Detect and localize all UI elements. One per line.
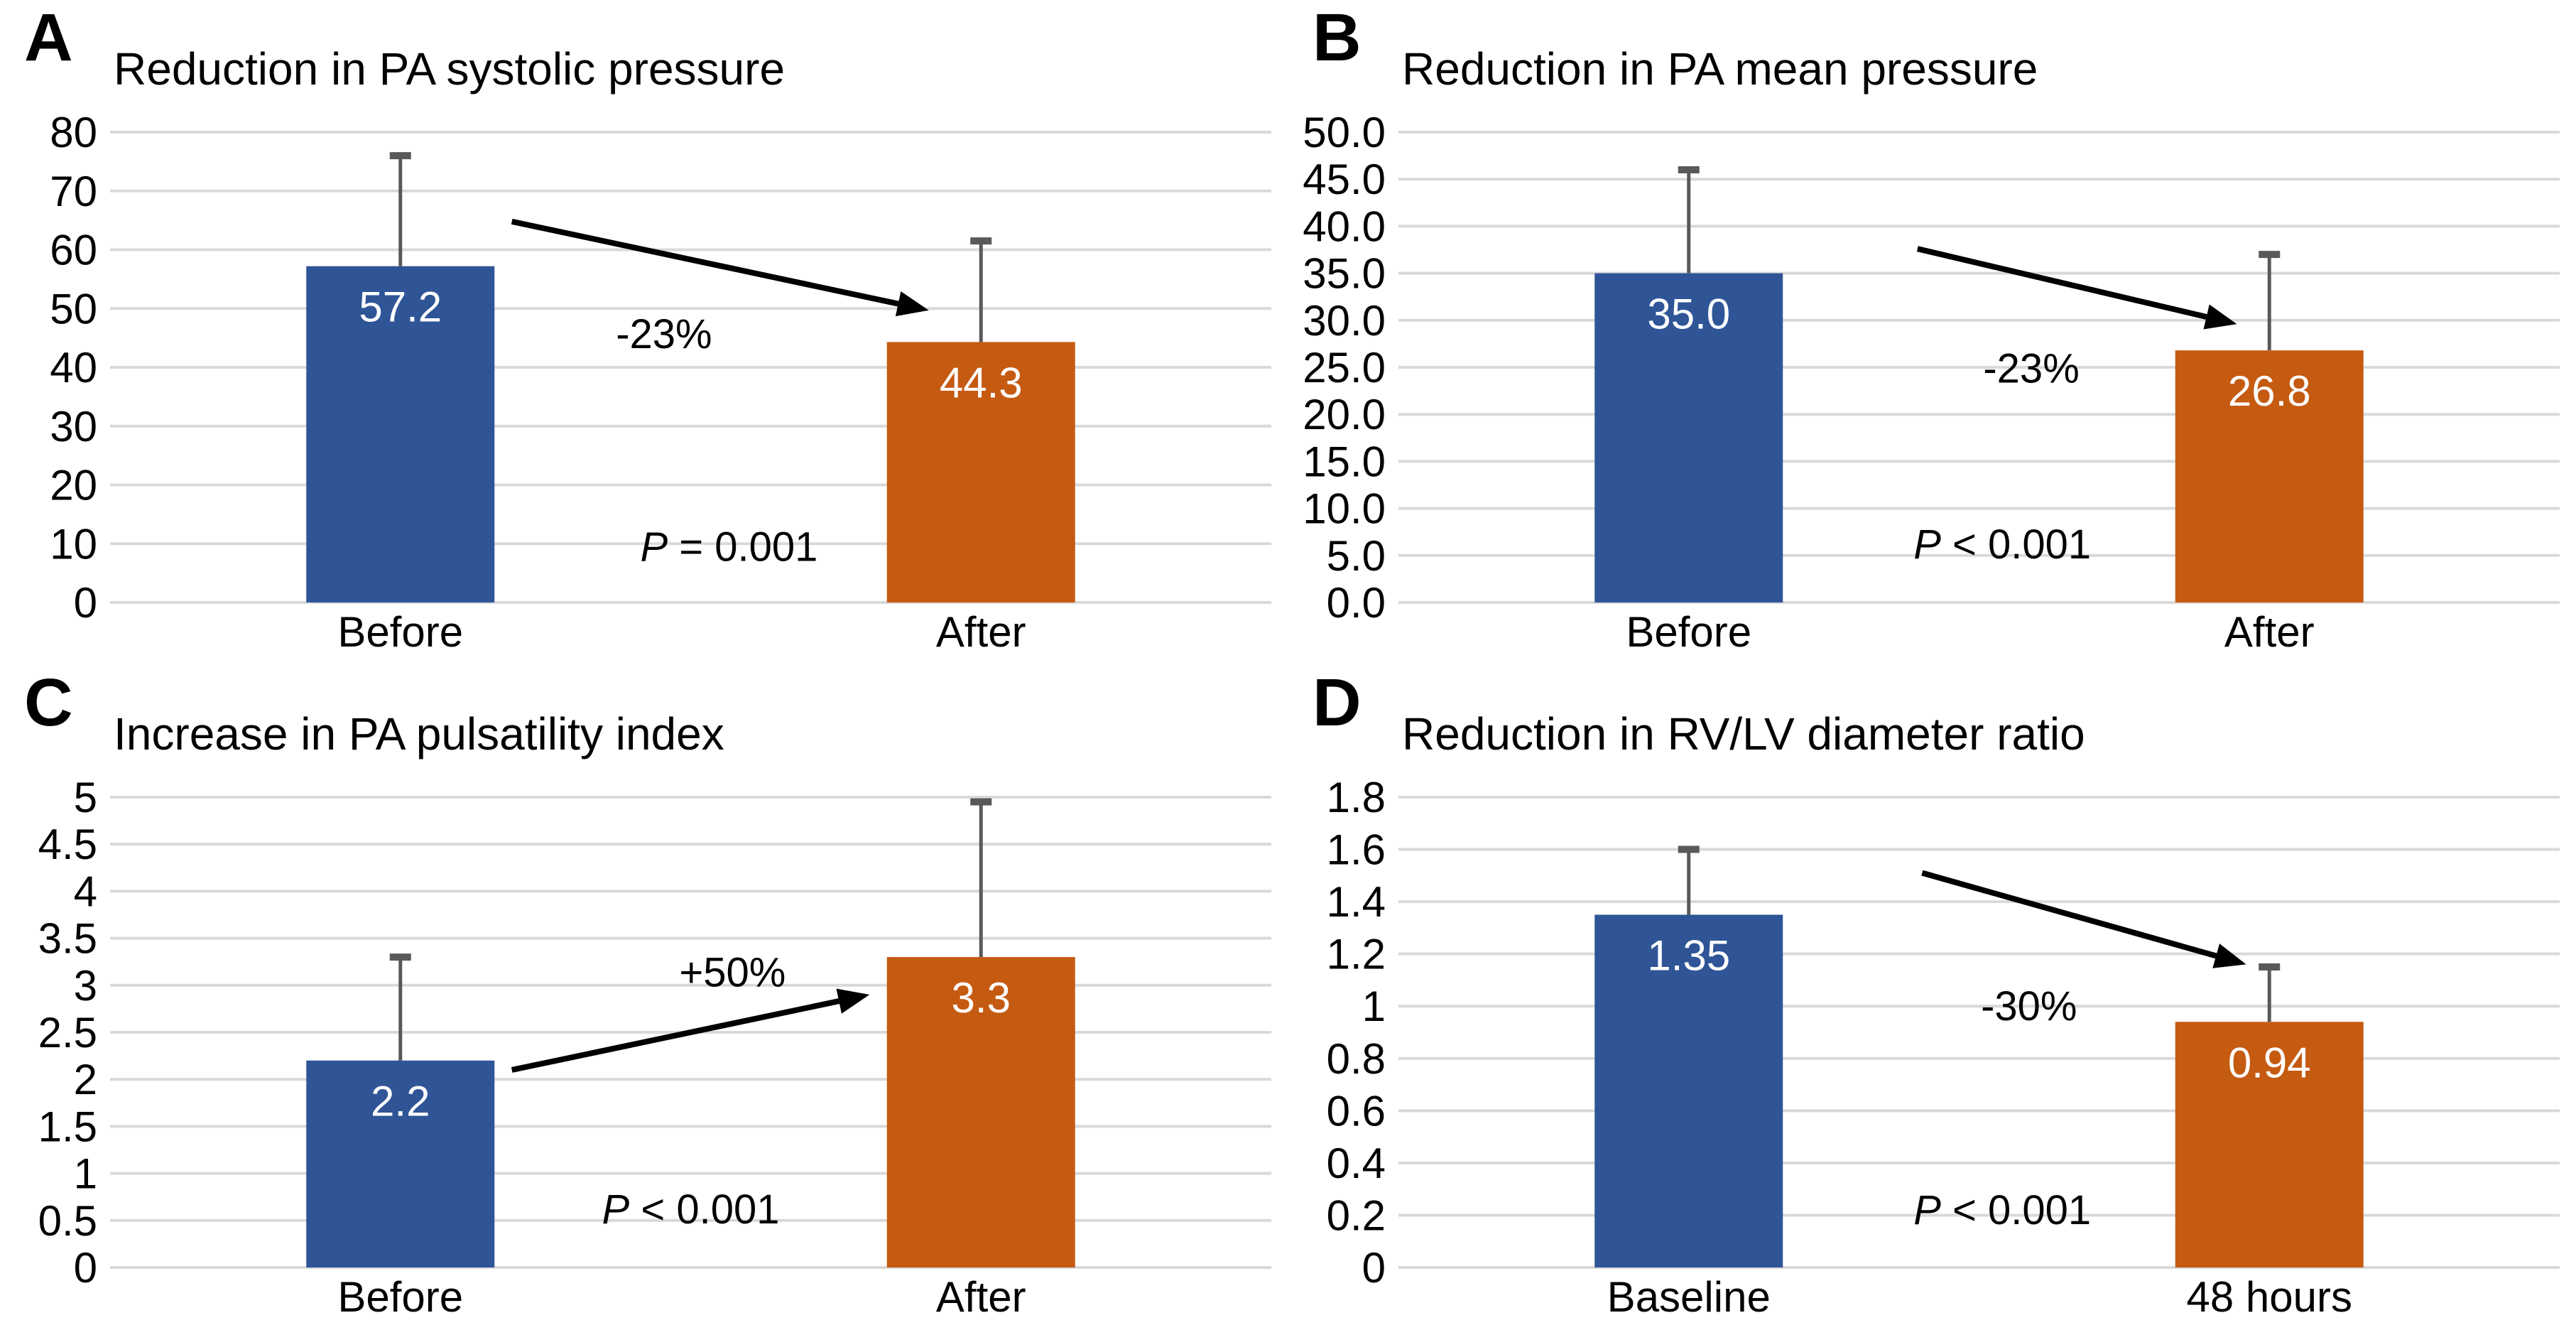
- y-tick-label: 35.0: [1303, 250, 1386, 298]
- y-tick-label: 0: [74, 579, 97, 627]
- y-tick-label: 50.0: [1303, 109, 1386, 156]
- bar-second: [886, 342, 1075, 602]
- x-category-label: Before: [337, 1273, 463, 1321]
- y-tick-label: 1.5: [38, 1103, 97, 1150]
- p-value-label: P < 0.001: [1913, 521, 2091, 568]
- x-category-label: After: [936, 1273, 1026, 1321]
- y-tick-label: 1.4: [1327, 878, 1386, 926]
- y-tick-label: 1.2: [1327, 931, 1386, 978]
- panel-letter: D: [1313, 665, 1362, 740]
- y-tick-label: 50: [50, 285, 97, 332]
- panel-c: C Increase in PA pulsatility index 5 4.5 4…: [0, 665, 1288, 1330]
- y-tick-label: 4.5: [38, 821, 97, 868]
- p-value-label: P < 0.001: [1913, 1187, 2091, 1233]
- y-tick-label: 1.6: [1327, 826, 1386, 874]
- plot-area: 50.045.040.035.030.025.020.015.010.05.00…: [1303, 109, 2560, 656]
- trend-arrow-head: [2212, 944, 2246, 968]
- y-tick-label: 20.0: [1303, 391, 1386, 438]
- y-tick-label: 2.5: [38, 1009, 97, 1056]
- percent-change-label: +50%: [679, 949, 786, 995]
- panel-title: Reduction in PA systolic pressure: [114, 43, 786, 94]
- panel-letter: B: [1313, 0, 1362, 75]
- y-tick-label: 4: [74, 867, 97, 915]
- y-tick-label: 0: [74, 1244, 97, 1292]
- y-tick-label: 0.2: [1327, 1191, 1386, 1239]
- bar-value-label: 2.2: [371, 1078, 430, 1125]
- y-tick-label: 3.5: [38, 915, 97, 963]
- y-tick-label: 10: [50, 520, 97, 568]
- y-tick-label: 2: [74, 1056, 97, 1103]
- y-tick-label: 5.0: [1327, 532, 1386, 580]
- y-tick-label: 1: [1362, 983, 1386, 1030]
- y-tick-label: 45.0: [1303, 156, 1386, 203]
- plot-area: 80 70 60 50 40 30 20 10 0 57.2 Before 44.3 After -23%…: [50, 109, 1271, 656]
- y-tick-label: 25.0: [1303, 344, 1386, 391]
- y-tick-label: 5: [74, 774, 97, 821]
- plot-area: 1.8 1.61.4 1.2 1 0.80.6 0.40.2 0 1.35 Baseline 0.…: [1327, 774, 2560, 1321]
- trend-arrow-head: [836, 988, 870, 1014]
- percent-change-label: -30%: [1981, 983, 2077, 1029]
- y-tick-label: 15.0: [1303, 438, 1386, 485]
- percent-change-label: -23%: [1983, 345, 2079, 391]
- plot-area: 54.543.532.521.510.50 2.2 Before 3.3 After +5…: [38, 774, 1271, 1321]
- trend-arrow-shaft: [511, 998, 840, 1073]
- bar-second: [2175, 1022, 2364, 1267]
- y-tick-label: 40.0: [1303, 202, 1386, 250]
- y-tick-label: 40: [50, 344, 97, 391]
- bar-value-label: 26.8: [2228, 367, 2311, 415]
- y-tick-label: 0.4: [1327, 1140, 1386, 1187]
- y-tick-label: 0.5: [38, 1197, 97, 1245]
- y-tick-label: 20: [50, 462, 97, 509]
- bar-value-label: 44.3: [940, 359, 1023, 406]
- trend-arrow-shaft: [511, 218, 899, 307]
- y-tick-label: 80: [50, 109, 97, 156]
- x-category-label: Before: [1626, 608, 1751, 656]
- bar-value-label: 0.94: [2228, 1039, 2311, 1086]
- bar-first: [1594, 914, 1783, 1267]
- y-tick-label: 30: [50, 403, 97, 450]
- y-tick-label: 0.8: [1327, 1035, 1386, 1083]
- y-tick-label: 30.0: [1303, 297, 1386, 345]
- panel-title: Increase in PA pulsatility index: [114, 708, 724, 759]
- y-tick-label: 3: [74, 962, 97, 1010]
- x-category-label: Baseline: [1607, 1273, 1771, 1321]
- x-category-label: After: [936, 608, 1026, 656]
- trend-arrow-head: [2203, 304, 2237, 330]
- bar-value-label: 57.2: [359, 283, 442, 331]
- percent-change-label: -23%: [616, 311, 712, 357]
- x-category-label: 48 hours: [2187, 1273, 2353, 1321]
- panel-title: Reduction in PA mean pressure: [1402, 43, 2038, 94]
- x-category-label: After: [2224, 608, 2315, 656]
- y-tick-label: 1.8: [1327, 774, 1386, 821]
- y-tick-label: 0.6: [1327, 1087, 1386, 1135]
- panel-a: A Reduction in PA systolic pressure 80 70…: [0, 0, 1288, 665]
- bar-first: [306, 266, 495, 602]
- bar-first: [306, 1060, 495, 1267]
- y-tick-label: 10.0: [1303, 485, 1386, 533]
- y-tick-label: 1: [74, 1150, 97, 1198]
- x-category-label: Before: [337, 608, 463, 656]
- panel-title: Reduction in RV/LV diameter ratio: [1402, 708, 2085, 759]
- trend-arrow-head: [895, 291, 929, 317]
- panel-d: D Reduction in RV/LV diameter ratio 1.8 1…: [1288, 665, 2576, 1330]
- trend-arrow-shaft: [1921, 870, 2217, 959]
- y-tick-label: 0.0: [1327, 579, 1386, 627]
- panel-letter: A: [24, 0, 73, 75]
- panel-letter: C: [24, 665, 73, 740]
- p-value-label: P < 0.001: [602, 1186, 780, 1233]
- trend-arrow-shaft: [1916, 246, 2207, 320]
- bar-value-label: 1.35: [1647, 932, 1730, 980]
- bar-second: [2175, 350, 2364, 602]
- bar-value-label: 35.0: [1647, 291, 1730, 338]
- bar-second: [886, 957, 1075, 1267]
- p-value-label: P = 0.001: [640, 524, 817, 570]
- bar-first: [1594, 273, 1783, 602]
- bar-value-label: 3.3: [952, 974, 1011, 1022]
- panel-b: B Reduction in PA mean pressure 50.0 45.0…: [1288, 0, 2576, 665]
- y-tick-label: 70: [50, 168, 97, 215]
- y-tick-label: 0: [1362, 1244, 1386, 1292]
- y-tick-label: 60: [50, 227, 97, 274]
